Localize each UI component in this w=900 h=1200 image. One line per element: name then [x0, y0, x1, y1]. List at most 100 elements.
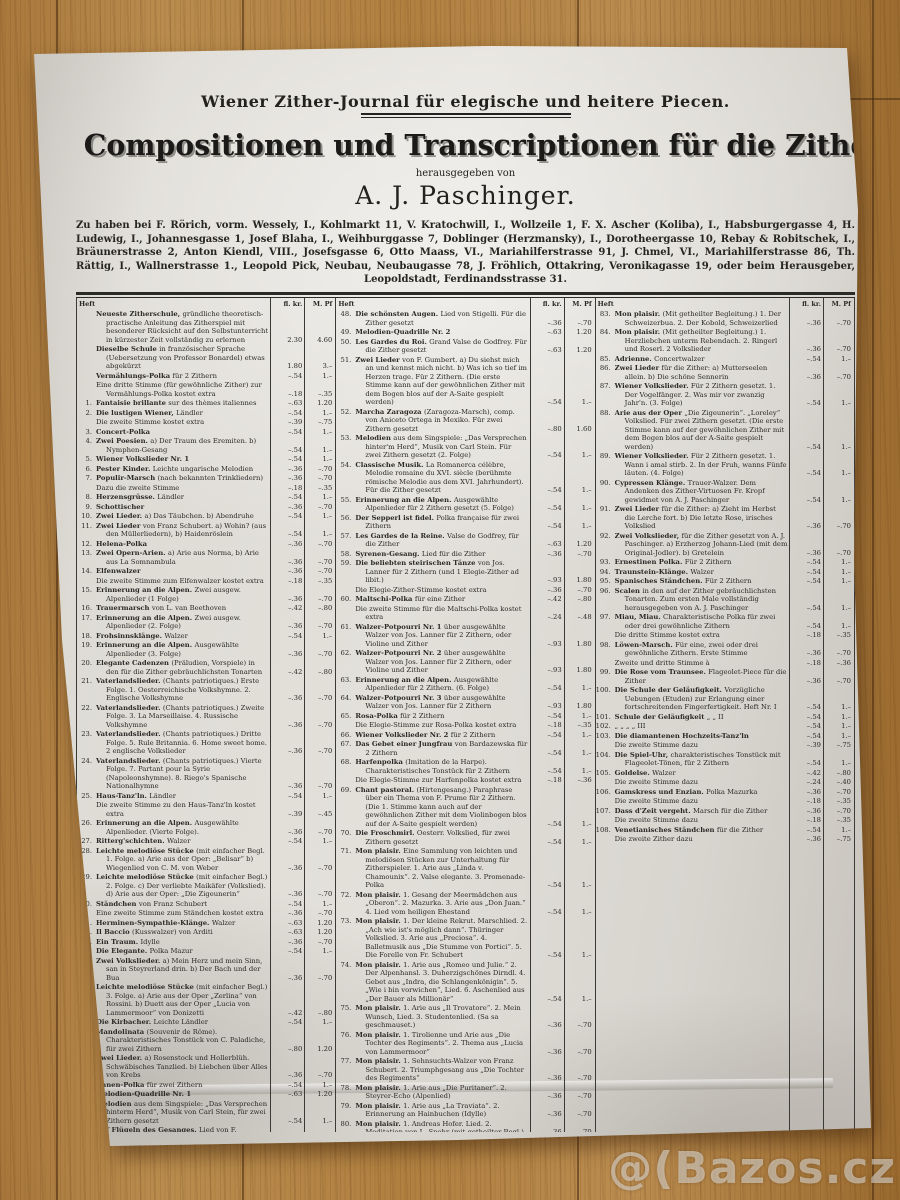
entry-price-m-pf: 1.– — [841, 442, 851, 451]
entry-title-rest: Walzer — [166, 837, 191, 845]
entry-price-fl-kr: –.54 — [288, 512, 303, 520]
entry-title: Vermählungs-Polka für 2 Zithern — [94, 372, 271, 381]
entry-number: 78. — [340, 1083, 352, 1092]
entry-title-rest: Ausgewählte Alpenlieder für 2 Zithern ge… — [365, 495, 514, 513]
entry-title-rest: 1. Sehnsuchts-Walzer von Franz Schubert.… — [365, 1057, 524, 1082]
entry-title: Mon plaisir. 1. Arie aus „Il Trovatore“. … — [353, 1004, 530, 1030]
entry-title: Traunstein-Klänge. Walzer — [613, 568, 790, 577]
entry-title-rest: Zwei ausgew. Alpenlieder (2. Folge) — [106, 613, 241, 631]
entry-title-rest: Walzer — [690, 567, 714, 576]
entry-number: 68. — [340, 758, 352, 766]
entry-number — [77, 909, 94, 918]
entry-number: 91. — [599, 505, 611, 513]
entry-title: Melodien aus dem Singspiele: „Das Verspre… — [94, 1100, 271, 1126]
entry-number: 69. — [340, 785, 352, 794]
entry-title-rest: Die Elegie-Zither-Stimme kostet extra — [355, 585, 487, 594]
entry-price-m-pf: 1.– — [322, 512, 333, 520]
entry-title: Populir-Marsch (nach bekannten Trinkliede… — [94, 474, 271, 483]
entry-price-fl-kr: –.36 — [547, 585, 562, 594]
entry-price-fl-kr: –.54 — [806, 722, 821, 730]
entry-price-fl-kr: –.54 — [288, 455, 303, 463]
entry-price-m-pf: 1.20 — [317, 928, 333, 936]
entry-number: 51. — [340, 355, 352, 364]
entry-price-m-pf: –.70 — [577, 318, 592, 327]
entry-price-fl-kr: –.54 — [806, 442, 821, 451]
entry-title-rest: von Jos. Lanner für 2 Zithern (und 1 Ele… — [365, 559, 519, 584]
entry-title: Erinnerung an die Alpen. Ausgewählte Alpe… — [353, 496, 530, 513]
entry-title: Eine dritte Stimme (für gewöhnliche Zith… — [94, 381, 271, 398]
column-rule — [563, 297, 565, 1132]
entry-title-rest: (mit einfacher Begl. 1. Folge. a) Arie a… — [106, 846, 265, 872]
entry-title-rest: (Imitation de la Harpe). Charakteristisc… — [365, 758, 510, 775]
entry-title-rest: Die zweite Stimme zu den Haus-Tanz'ln ko… — [96, 801, 256, 818]
entry-title-bold: Les Gardes de la Reine. — [355, 531, 445, 540]
entry-title: Mon plaisir. Eine Sammlung von leichten u… — [353, 847, 530, 890]
entry-price-fl-kr: –.42 — [288, 604, 303, 612]
entry-title-rest: 1. Arie aus „La Traviata“. 2. Erinnerung… — [365, 1101, 500, 1119]
entry-title-bold: Löwen-Marsch. — [614, 640, 673, 649]
entry-title: Die beliebten steirischen Tänze von Jos. … — [353, 559, 530, 585]
entry-price-fl-kr: –.54 — [288, 1018, 303, 1026]
entry-number — [336, 776, 353, 785]
catalog-table: Heft fl. kr. M. Pf Neueste Zitherschule,… — [76, 297, 855, 1132]
entry-price-fl-kr: –.18 — [288, 483, 303, 492]
entry-title-rest: von Franz Schubert — [138, 899, 208, 908]
entry-title-rest: Ausgewählte Alpenlieder. (Vierte Folge). — [106, 819, 239, 836]
entry-price-m-pf: –.70 — [836, 676, 851, 685]
entry-number: 11. — [81, 521, 92, 530]
entry-price-m-pf: –.35 — [836, 631, 851, 639]
entry-title-rest: charakteristisches Tonstück mit Flageole… — [624, 750, 781, 768]
entry-price-fl-kr: –.63 — [547, 346, 562, 354]
page-content: Wiener Zither-Journal für elegische und … — [76, 92, 871, 1132]
entry-price-m-pf: –.70 — [318, 539, 333, 548]
entry-title: Mon plaisir. (Mit getheilter Begleitung.)… — [613, 310, 790, 327]
entry-price-m-pf: 1.80 — [576, 576, 592, 584]
entry-title-rest: über ausgewählte Walzer von Jos. Lanner … — [365, 693, 506, 711]
entry-price-m-pf: 1.– — [581, 451, 592, 459]
entry-number: 106. — [595, 787, 611, 796]
entry-price-m-pf: –.70 — [318, 557, 333, 566]
entry-title: Die Spiel-Uhr, charakteristisches Tonstüc… — [613, 751, 790, 768]
entry-number: 58. — [340, 549, 352, 558]
entry-number: 4. — [85, 437, 93, 445]
entry-price-fl-kr: –.54 — [806, 469, 821, 477]
entry-number — [77, 801, 94, 818]
entry-title-bold: Wiener Volkslieder. — [614, 382, 689, 390]
entry-title: Die Schule der Geläufigkeit. Vorzügliche … — [613, 686, 790, 712]
entry-price-fl-kr: –.36 — [547, 1074, 562, 1082]
entry-number: 6. — [85, 464, 93, 473]
wood-plank-gap — [56, 0, 58, 1200]
entry-title-rest: 1. Arie aus „Romeo und Julie.“ 2. Der Al… — [365, 960, 526, 1003]
entry-price-fl-kr: –.54 — [547, 684, 562, 692]
entry-price-m-pf: 1.– — [581, 766, 592, 775]
entry-number: 1. — [85, 399, 93, 407]
entry-title: Ritterg'schichten. Walzer — [94, 837, 271, 846]
entry-price-fl-kr: –.18 — [806, 658, 821, 667]
entry-price-fl-kr: –.18 — [288, 389, 303, 398]
entry-price-m-pf: –.40 — [836, 778, 851, 786]
entry-title: Harfenpolka (Imitation de la Harpe). Char… — [353, 758, 530, 775]
entry-title-rest: für die Zither: a) Zieht im Herbst die L… — [624, 505, 776, 530]
entry-title-rest: Vorzügliche Uebungen (Etuden) zur Erlang… — [624, 686, 777, 711]
entry-title-bold: Zwei Lieder — [614, 505, 660, 513]
entry-title: Die zweite Stimme kostet extra — [94, 418, 271, 427]
entry-price-fl-kr: –.39 — [288, 809, 303, 818]
entry-title: Löwen-Marsch. Für eine, zwei oder drei ge… — [613, 641, 790, 658]
entry-number: 93. — [599, 558, 611, 566]
entry-title: Mon plaisir. 1. Arie aus „Die Puritaner“.… — [353, 1084, 530, 1101]
entry-title-rest: Zwei ausgew. Alpenlieder (1 Folge) — [106, 586, 241, 603]
entry-number: 30. — [81, 899, 92, 908]
entry-title: Herzensgrüsse. Ländler — [94, 493, 271, 502]
entry-title-rest: aus dem Singspiele: „Das Versprechen hin… — [365, 434, 527, 459]
entry-title: Leichte melodiöse Stücke (mit einfacher B… — [94, 983, 271, 1017]
entry-number: 9. — [85, 502, 93, 511]
entry-title-rest: Leichte Ländler — [153, 1018, 209, 1026]
entry-price-fl-kr: –.54 — [288, 493, 303, 501]
entry-number: 79. — [340, 1101, 352, 1110]
entry-title-rest: für 2 Zithern — [450, 730, 496, 739]
entry-price-fl-kr: –.54 — [288, 427, 303, 436]
entry-price-m-pf: –.70 — [836, 372, 851, 381]
entry-price-m-pf: 1.– — [841, 399, 851, 407]
entry-price-fl-kr: –.36 — [288, 720, 303, 729]
entry-number — [336, 605, 353, 622]
